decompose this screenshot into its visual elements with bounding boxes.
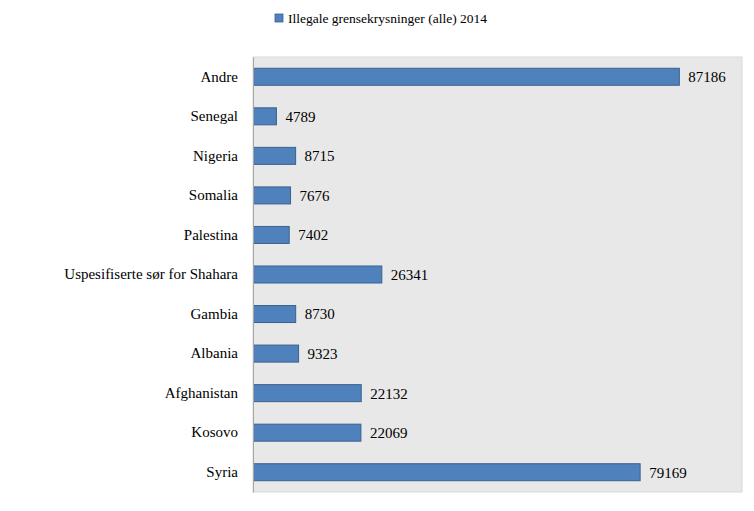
tick: Syria xyxy=(206,464,253,480)
tick-label: Kosovo xyxy=(191,424,238,440)
y-axis: Andre Senegal Nigeria Somalia Palestina Uspes… xyxy=(64,58,253,493)
bar xyxy=(253,266,382,283)
tick-label: Palestina xyxy=(184,227,238,243)
tick-label: Syria xyxy=(206,464,238,480)
tick: Albania xyxy=(191,345,253,361)
bar xyxy=(253,187,291,204)
data-label: 8715 xyxy=(305,148,335,164)
data-label: 4789 xyxy=(285,109,315,125)
data-labels: 87186 4789 8715 7676 7402 26341 8730 9323 22132 2… xyxy=(285,69,726,480)
bar xyxy=(253,147,296,164)
tick-label: Albania xyxy=(191,345,239,361)
tick-label: Afghanistan xyxy=(165,385,239,401)
data-label: 22069 xyxy=(370,425,408,441)
tick: Gambia xyxy=(191,306,253,322)
bar xyxy=(253,464,640,481)
tick-label: Nigeria xyxy=(193,148,238,164)
bar xyxy=(253,385,361,402)
plot-background xyxy=(253,57,742,492)
tick: Nigeria xyxy=(193,148,253,164)
tick: Palestina xyxy=(184,227,253,243)
tick-label: Gambia xyxy=(191,306,239,322)
tick: Kosovo xyxy=(191,424,253,440)
tick-label: Senegal xyxy=(191,108,238,124)
tick-label: Andre xyxy=(201,69,239,85)
data-label: 87186 xyxy=(688,69,726,85)
data-label: 7676 xyxy=(300,188,331,204)
tick: Senegal xyxy=(191,108,253,124)
data-label: 9323 xyxy=(308,346,338,362)
plot: 87186 4789 8715 7676 7402 26341 8730 9323 22132 2… xyxy=(64,57,742,493)
data-label: 26341 xyxy=(391,267,429,283)
bar xyxy=(253,68,679,85)
data-label: 79169 xyxy=(649,465,687,481)
legend-label: Illegale grensekrysninger (alle) 2014 xyxy=(288,11,487,26)
bars xyxy=(253,68,679,480)
bar xyxy=(253,424,361,441)
data-label: 8730 xyxy=(305,306,335,322)
legend-swatch xyxy=(275,14,283,22)
tick: Uspesifiserte sør for Shahara xyxy=(64,266,253,282)
data-label: 7402 xyxy=(298,227,328,243)
tick: Somalia xyxy=(189,187,253,203)
tick: Afghanistan xyxy=(165,385,253,401)
bar xyxy=(253,345,299,362)
bar xyxy=(253,306,296,323)
tick-label: Uspesifiserte sør for Shahara xyxy=(64,266,238,282)
tick: Andre xyxy=(201,69,254,85)
data-label: 22132 xyxy=(370,386,408,402)
chart: 87186 4789 8715 7676 7402 26341 8730 9323 22132 2… xyxy=(0,0,754,511)
bar xyxy=(253,226,289,243)
tick-label: Somalia xyxy=(189,187,239,203)
axis-line xyxy=(253,58,254,493)
legend: Illegale grensekrysninger (alle) 2014 xyxy=(275,11,487,26)
bar xyxy=(253,108,276,125)
